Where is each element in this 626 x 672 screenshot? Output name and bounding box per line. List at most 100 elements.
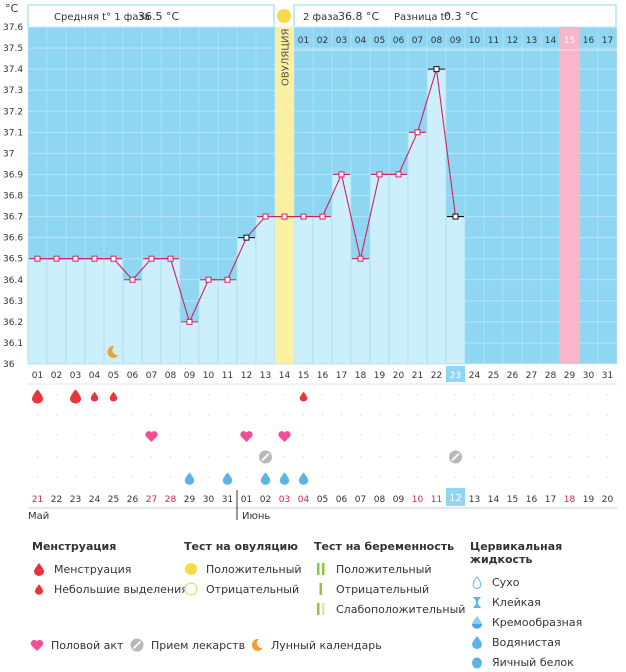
top-day-number: 03 [336,36,347,46]
grid-dot [530,434,533,436]
day-number: 08 [165,371,177,381]
day-number: 05 [108,371,119,381]
legend-item: Отрицательный [314,579,465,599]
temperature-point [357,255,364,262]
watery-drop-icon [222,472,233,485]
legend-label: Кремообразная [492,615,583,629]
blood-drop-icon [32,389,43,404]
grid-dot [416,476,419,478]
grid-dot [416,456,419,458]
grid-dot [359,414,362,416]
diff-value: 0.3 °C [444,10,478,23]
grid-dot [150,456,153,458]
legend-label: Водянистая [492,635,561,649]
day-number: 07 [146,371,157,381]
cycle-day-number: 21 [32,495,43,505]
blood-drop-icon [32,562,46,576]
grid-dot [359,456,362,458]
cycle-day-number: 23 [70,495,81,505]
grid-dot [473,434,476,436]
grid-dot [397,456,400,458]
legend-label: Лунный календарь [271,638,382,652]
cycle-day-number: 25 [108,495,119,505]
grid-dot [587,456,590,458]
temperature-column [179,321,200,365]
top-day-number: 09 [450,36,462,46]
day-number: 14 [279,371,291,381]
temperature-column [160,258,181,365]
grid-dot [321,434,324,436]
day-number: 31 [602,371,613,381]
grid-dot [340,476,343,478]
day-number: 29 [564,371,576,381]
month-label: Май [28,511,49,522]
cycle-day-number: 19 [583,495,595,505]
top-day-number: 07 [412,36,423,46]
cycle-day-number: 30 [203,495,215,505]
grid-dot [207,476,210,478]
grid-dot [397,476,400,478]
legend-label: Отрицательный [336,582,430,596]
temperature-point [338,171,345,178]
grid-dot [492,434,495,436]
grid-dot [55,434,58,436]
grid-dot [454,476,457,478]
month-label: Июнь [242,511,270,522]
grid-dot [112,414,115,416]
moon-icon [107,345,119,358]
grid-dot [55,394,58,396]
y-tick-label: 37.3 [3,86,23,96]
legend-label: Клейкая [492,595,541,609]
small-blood-drop-icon [299,391,308,402]
grid-dot [549,476,552,478]
pill-icon [130,638,144,652]
grid-dot [549,394,552,396]
heart-icon [30,638,44,652]
phase2-label: 2 фаза [303,12,339,23]
cycle-day-number: 27 [146,495,157,505]
y-tick-label: 36.3 [3,297,23,307]
day-number: 06 [127,371,139,381]
grid-dot [93,456,96,458]
day-number: 20 [393,371,405,381]
grid-dot [511,414,514,416]
grid-dot [587,434,590,436]
grid-dot [188,434,191,436]
temperature-column [350,258,371,365]
grid-dot [492,476,495,478]
phase1-label: Средняя t° 1 фаза [54,12,150,23]
grid-dot [207,394,210,396]
grid-dot [454,414,457,416]
day-markers [32,345,609,485]
legend-item: Лунный календарь [250,638,382,652]
legend-pregnancy-title: Тест на беременность [314,540,455,553]
top-day-number: 11 [488,36,499,46]
grid-dot [264,414,267,416]
small-blood-drop-icon [109,391,118,402]
grid-dot [359,434,362,436]
temperature-point [319,213,326,220]
grid-dot [74,414,77,416]
grid-dot [606,434,609,436]
temperature-column [407,131,428,365]
grid-dot [245,456,248,458]
legend-item: Клейкая [470,592,626,612]
cycle-day-number: 02 [260,495,271,505]
heart-icon [145,431,158,442]
day-number: 15 [298,371,309,381]
temperature-column [388,174,409,365]
temperature-column [198,279,219,365]
grid-dot [112,434,115,436]
day-number: 10 [203,371,215,381]
grid-dot [283,456,286,458]
phase2-value: 36.8 °C [338,10,379,23]
cycle-day-number: 20 [602,495,614,505]
cycle-day-number: 11 [431,495,442,505]
grid-dot [150,394,153,396]
grid-dot [74,456,77,458]
grid-dot [549,434,552,436]
day-number: 09 [184,371,196,381]
legend-menstruation: Менструация Менструация Небольшие выделе… [32,540,188,599]
grid-dot [587,394,590,396]
grid-dot [492,414,495,416]
